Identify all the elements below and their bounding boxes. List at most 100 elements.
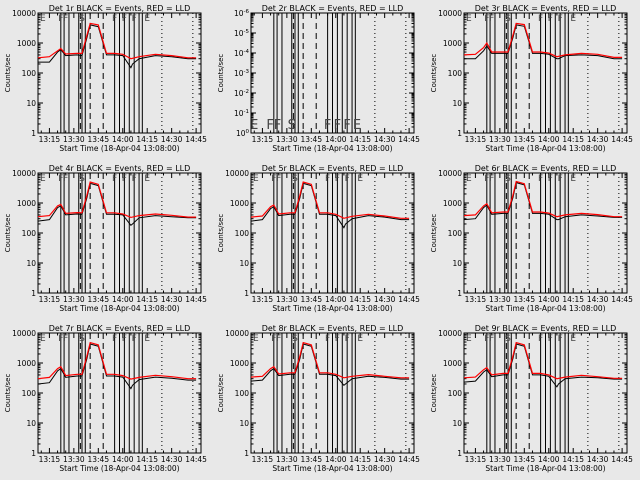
flag-label: F	[548, 334, 553, 344]
flag-label: E	[570, 14, 576, 24]
flag-label: S	[79, 174, 85, 184]
x-tick-label: 14:00	[538, 135, 560, 144]
flag-label: E	[357, 174, 363, 184]
y-tick-label: 100	[448, 69, 463, 78]
x-tick-label: 14:00	[112, 295, 134, 304]
x-tick-label: 14:45	[185, 455, 207, 464]
x-tick-label: 14:30	[374, 135, 396, 144]
flag-label: F	[112, 174, 117, 184]
flag-label: S	[505, 174, 511, 184]
x-tick-label: 14:15	[136, 455, 158, 464]
chart-panel-6: 1 10 100 1000 10000 13:15 13:30 13:45 14:00 14:15…	[430, 164, 633, 313]
flag-label: F	[335, 334, 340, 344]
y-tick-label: 10000	[12, 169, 36, 178]
series-line-lld	[463, 341, 623, 380]
x-tick-label: 14:30	[161, 295, 183, 304]
x-tick-label: 13:45	[87, 135, 109, 144]
series-line-lld	[463, 22, 623, 59]
flag-label: F	[122, 14, 127, 24]
x-tick-label: 14:00	[325, 455, 347, 464]
x-tick-label: 14:00	[538, 455, 560, 464]
y-tick-label: 10-3	[234, 69, 250, 78]
flag-label: S	[288, 118, 296, 133]
flag-label: F	[334, 118, 341, 133]
y-tick-label: 10000	[438, 169, 462, 178]
x-tick-label: 14:45	[185, 135, 207, 144]
y-tick-exponent: -6	[244, 9, 250, 15]
x-tick-label: 14:30	[374, 295, 396, 304]
flag-label: E	[570, 334, 576, 344]
y-axis-label: Counts/sec	[430, 214, 438, 253]
y-tick-label: 10-4	[234, 49, 250, 58]
x-tick-label: 14:45	[398, 455, 420, 464]
y-tick-label: 1000	[17, 199, 36, 208]
chart-title: Det 4r BLACK = Events, RED = LLD	[49, 164, 191, 173]
chart-panel-8: 1 10 100 1000 10000 13:15 13:30 13:45 14:00 14:15…	[217, 324, 420, 473]
flag-label: F	[132, 14, 137, 24]
x-tick-label: 14:45	[611, 135, 633, 144]
x-tick-label: 13:45	[513, 455, 535, 464]
x-axis-label: Start Time (18-Apr-04 13:08:00)	[272, 304, 392, 313]
y-tick-exponent: -2	[244, 89, 249, 95]
x-tick-label: 14:30	[374, 455, 396, 464]
y-tick-label: 100	[448, 229, 463, 238]
y-tick-label: 10	[452, 419, 462, 428]
flag-label: FF	[266, 118, 281, 133]
y-tick-label: 10000	[438, 329, 462, 338]
y-tick-exponent: -4	[244, 49, 250, 55]
flag-label: F	[489, 174, 494, 184]
x-axis-label: Start Time (18-Apr-04 13:08:00)	[59, 464, 179, 473]
flag-label: F	[484, 14, 489, 24]
x-tick-label: 13:45	[513, 135, 535, 144]
flag-label: S	[505, 334, 511, 344]
flag-label: E	[466, 174, 472, 184]
y-axis-label: Counts/sec	[4, 214, 12, 253]
y-tick-label: 10	[239, 259, 249, 268]
flag-label: F	[271, 334, 276, 344]
y-axis-label: Counts/sec	[430, 54, 438, 93]
series-line-lld	[250, 181, 410, 219]
x-tick-label: 14:00	[325, 295, 347, 304]
y-tick-label: 1	[31, 449, 36, 458]
y-axis-label: Counts/sec	[430, 374, 438, 413]
y-tick-label: 100	[22, 69, 37, 78]
flag-label: F	[538, 334, 543, 344]
flag-label: F	[276, 174, 281, 184]
flag-label: E	[40, 14, 46, 24]
flag-label: F	[345, 334, 350, 344]
flag-label: E	[353, 118, 361, 133]
x-tick-label: 13:15	[252, 455, 274, 464]
flag-label: F	[112, 14, 117, 24]
flag-label: F	[484, 334, 489, 344]
series-line-events	[463, 181, 623, 221]
chart-title: Det 1r BLACK = Events, RED = LLD	[49, 4, 191, 13]
flag-label: E	[144, 174, 150, 184]
flag-label: F	[58, 14, 63, 24]
x-tick-label: 14:45	[611, 295, 633, 304]
x-tick-label: 13:30	[63, 295, 85, 304]
x-tick-label: 14:30	[587, 295, 609, 304]
chart-title: Det 9r BLACK = Events, RED = LLD	[475, 324, 617, 333]
x-tick-label: 13:15	[252, 135, 274, 144]
y-tick-label: 10-6	[234, 9, 250, 18]
y-tick-label: 10-5	[234, 29, 250, 38]
x-tick-label: 13:45	[87, 455, 109, 464]
x-tick-label: 14:15	[562, 295, 584, 304]
flag-label: F	[276, 334, 281, 344]
flag-label: E	[144, 334, 150, 344]
flag-label: F	[324, 118, 331, 133]
flag-label: F	[63, 174, 68, 184]
y-tick-label: 10	[26, 259, 36, 268]
flag-label: F	[132, 174, 137, 184]
flag-label: E	[250, 118, 258, 133]
y-tick-label: 100	[235, 389, 250, 398]
x-tick-label: 13:15	[39, 455, 61, 464]
y-tick-label: 1	[457, 449, 462, 458]
flag-label: S	[292, 334, 298, 344]
flag-label: F	[484, 174, 489, 184]
y-tick-label: 1000	[230, 359, 249, 368]
x-tick-label: 13:15	[465, 295, 487, 304]
series-line-events	[250, 343, 410, 386]
series-line-lld	[250, 341, 410, 379]
x-tick-label: 13:30	[276, 455, 298, 464]
